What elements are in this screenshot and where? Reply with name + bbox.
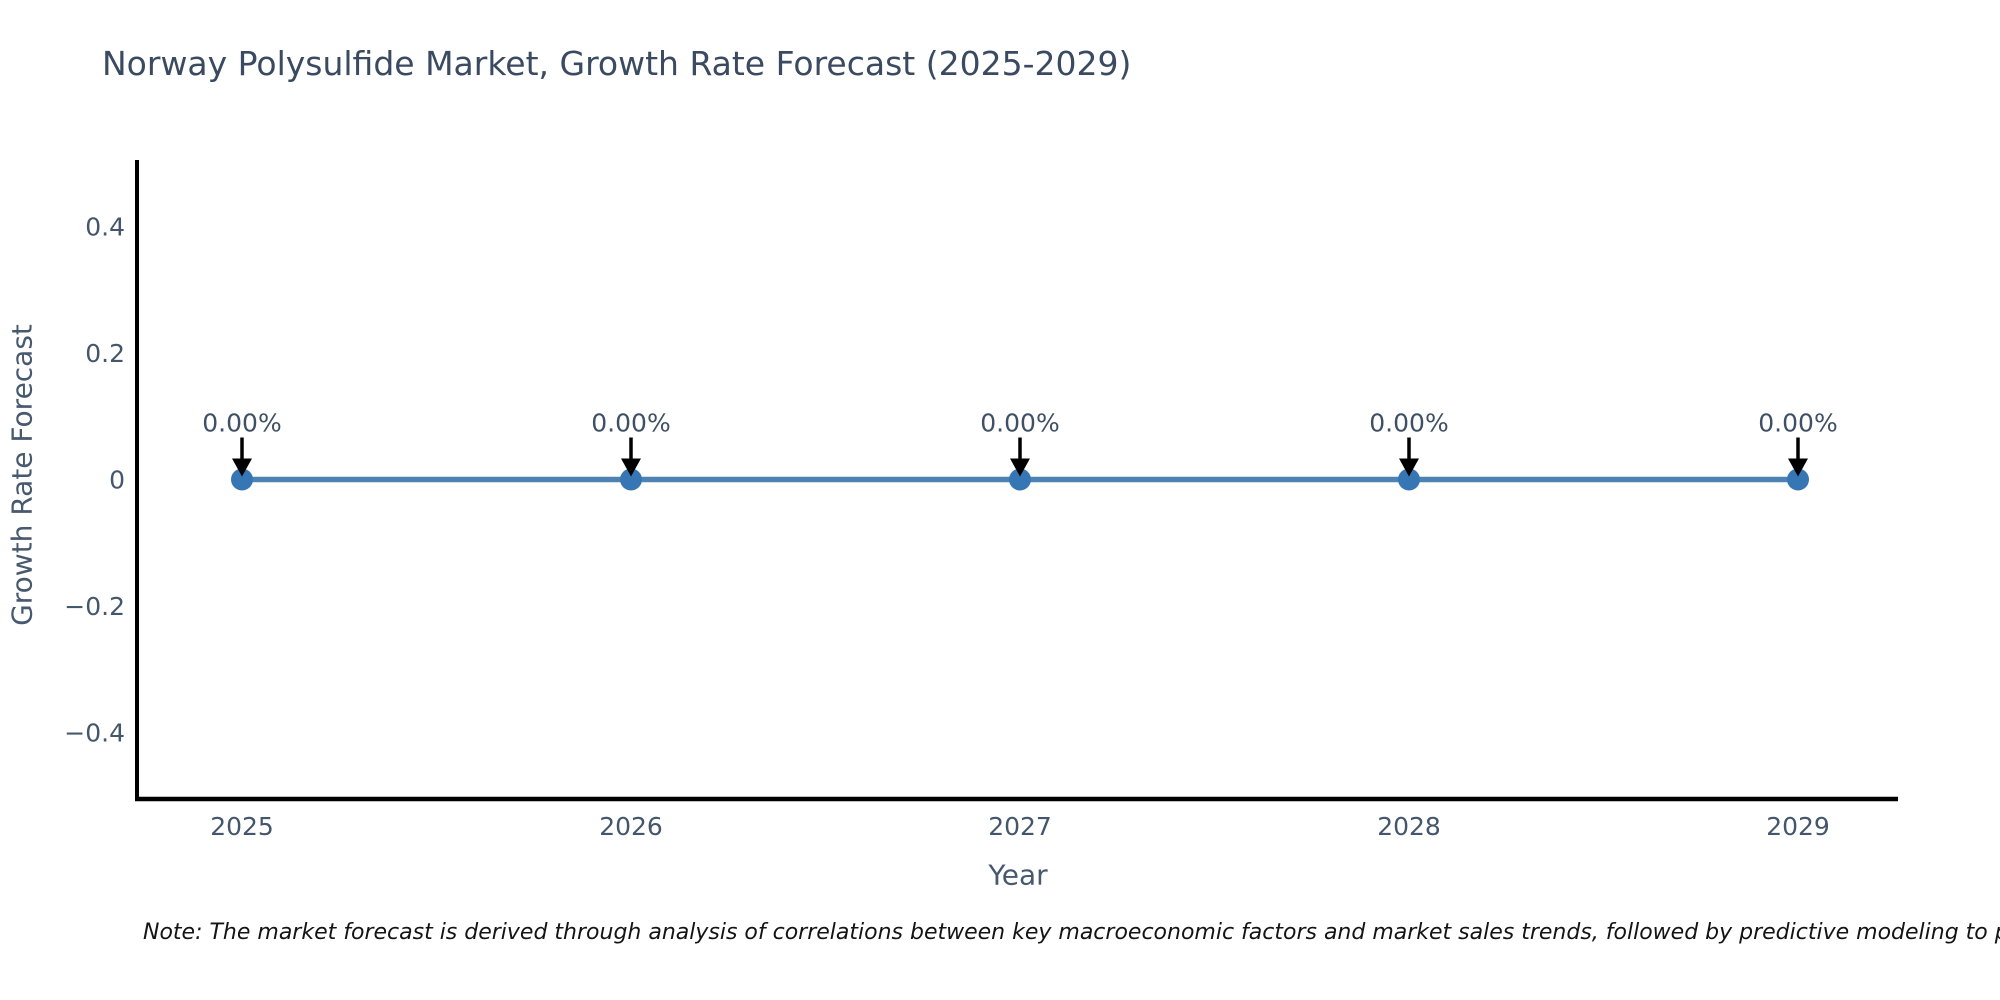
annotation-label: 0.00%: [591, 409, 670, 438]
x-tick-label: 2027: [988, 812, 1052, 841]
y-tick-label: −0.4: [64, 719, 125, 748]
annotation-label: 0.00%: [1369, 409, 1448, 438]
data-point-marker: [1398, 468, 1420, 491]
annotation-arrow-head: [1010, 458, 1030, 477]
y-tick-label: 0: [109, 466, 125, 495]
annotation-label: 0.00%: [1758, 409, 1837, 438]
y-axis-title: Growth Rate Forecast: [5, 324, 39, 626]
x-tick-label: 2028: [1377, 812, 1441, 841]
x-tick-label: 2029: [1766, 812, 1830, 841]
annotation-arrow-head: [1788, 458, 1808, 477]
annotation-arrow-head: [621, 458, 641, 477]
footnote: Note: The market forecast is derived thr…: [143, 920, 2000, 945]
chart-title: Norway Polysulfide Market, Growth Rate F…: [102, 44, 1132, 83]
data-point-marker: [620, 468, 642, 491]
annotation-arrow-head: [232, 458, 252, 477]
annotation-label: 0.00%: [980, 409, 1059, 438]
x-tick-label: 2025: [210, 812, 274, 841]
data-point-marker: [1787, 468, 1809, 491]
y-tick-label: 0.2: [85, 339, 125, 368]
data-point-marker: [231, 468, 253, 491]
y-tick-label: 0.4: [85, 212, 125, 241]
annotation-arrow-head: [1399, 458, 1419, 477]
annotation-label: 0.00%: [202, 409, 281, 438]
x-axis-title: Year: [988, 858, 1048, 892]
data-point-marker: [1009, 468, 1031, 491]
x-tick-label: 2026: [599, 812, 663, 841]
y-tick-label: −0.2: [64, 592, 125, 621]
